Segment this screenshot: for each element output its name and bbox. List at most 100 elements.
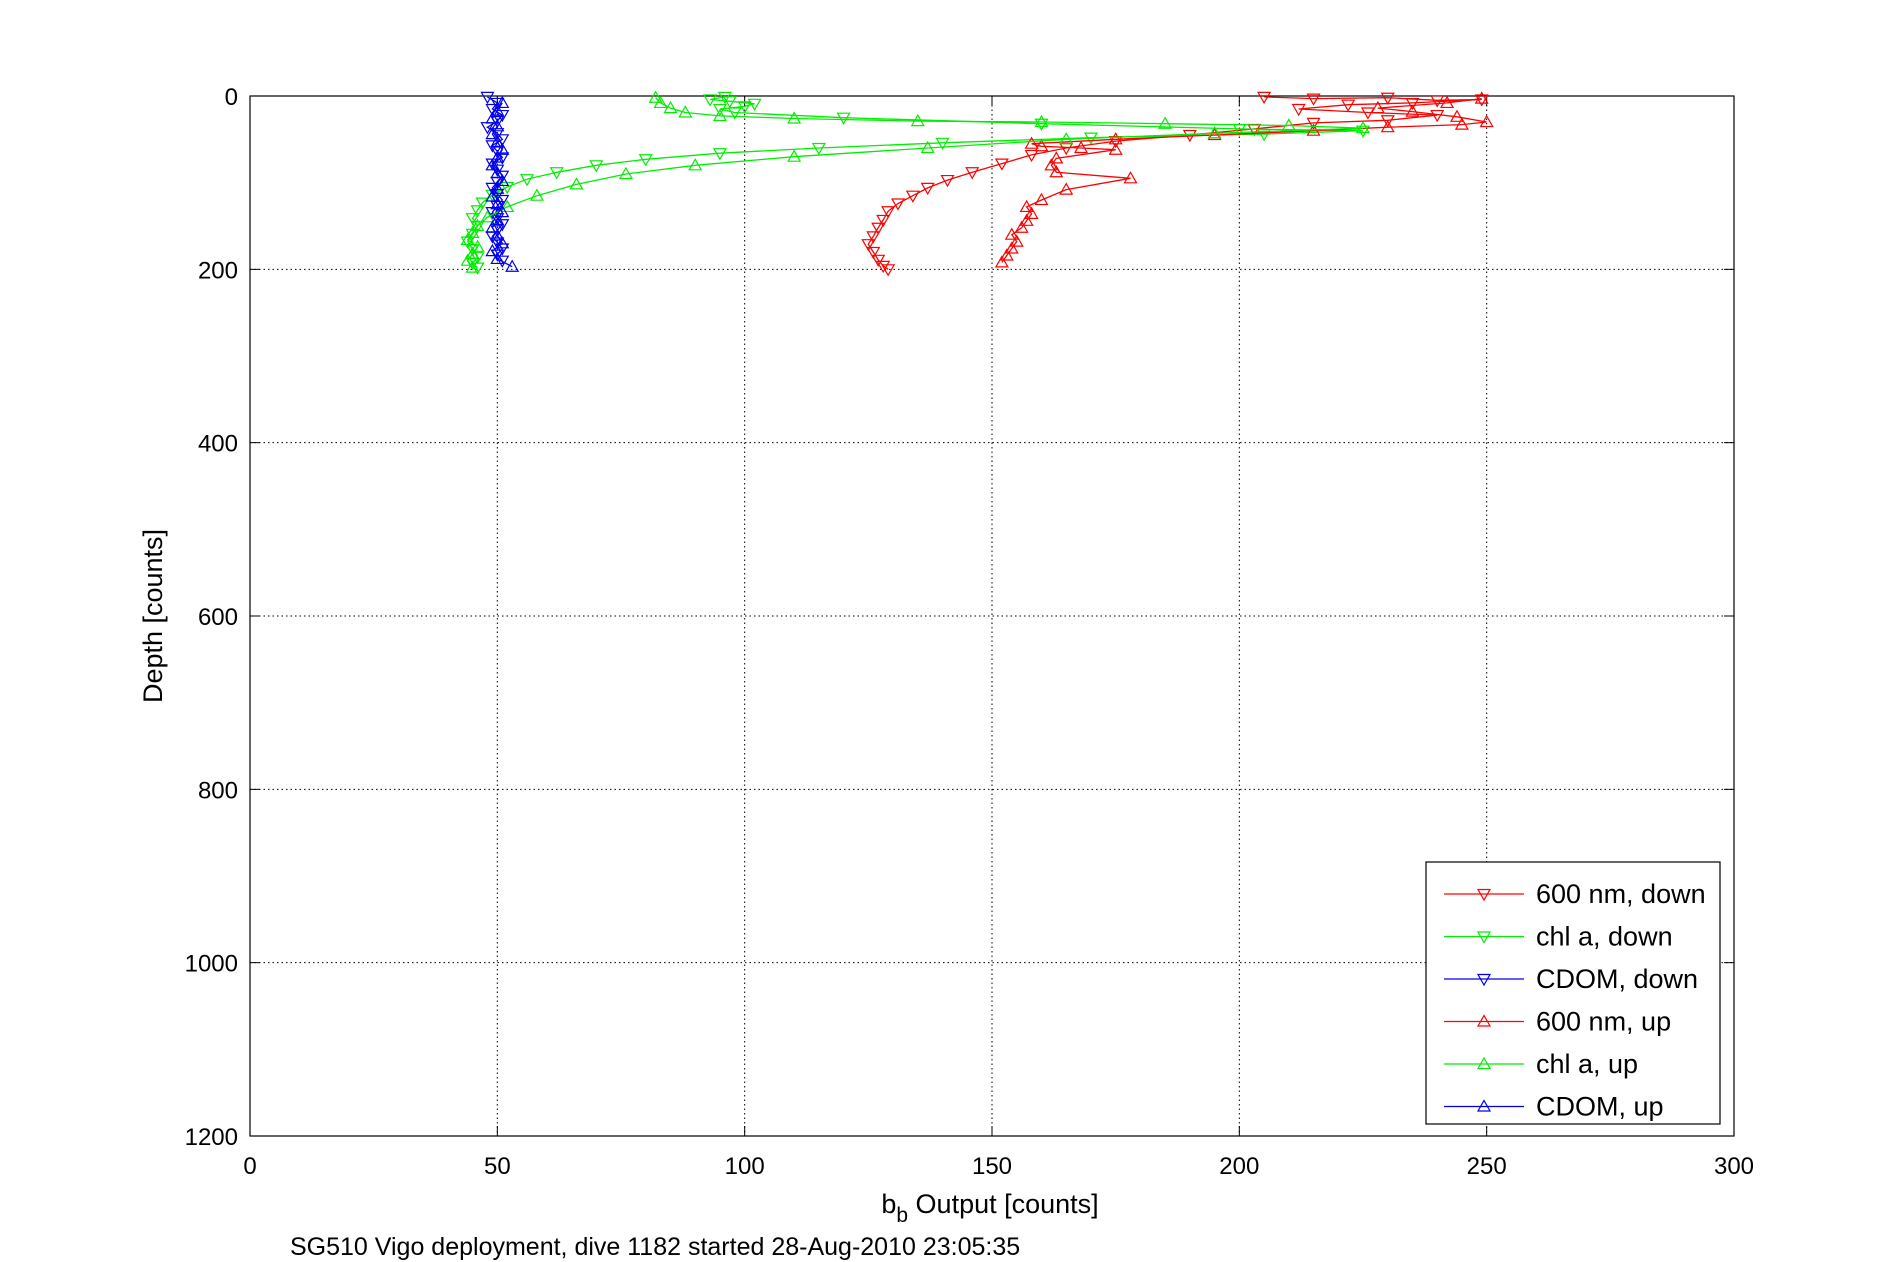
- data-point: [1019, 199, 1034, 213]
- data-point: [712, 148, 727, 161]
- data-point: [495, 236, 510, 249]
- data-point: [490, 119, 505, 132]
- data-point: [470, 239, 485, 252]
- data-point: [485, 220, 500, 233]
- y-axis-label: Depth [counts]: [138, 529, 168, 703]
- data-point: [495, 204, 510, 218]
- legend-marker: [1476, 973, 1492, 987]
- data-point: [1380, 92, 1395, 105]
- x-axis-label: bb Output [counts]: [881, 1189, 1098, 1227]
- data-point: [1108, 132, 1123, 145]
- data-point: [1306, 117, 1321, 131]
- data-point: [1024, 136, 1039, 149]
- data-point: [490, 237, 505, 250]
- x-tick-label: 100: [725, 1153, 765, 1180]
- series-6: [485, 95, 520, 272]
- series-layer: [460, 90, 1494, 277]
- data-point: [861, 239, 876, 252]
- series-4: [994, 91, 1494, 268]
- data-point: [871, 222, 886, 235]
- data-point: [569, 177, 584, 190]
- x-axis-label-subscript: b: [896, 1204, 908, 1227]
- legend-marker: [1476, 1099, 1492, 1112]
- data-point: [529, 188, 544, 201]
- series-line: [1001, 97, 1487, 263]
- data-point: [999, 248, 1014, 261]
- data-point: [1044, 158, 1059, 171]
- data-point: [648, 90, 663, 103]
- x-tick-label: 150: [972, 1153, 1012, 1180]
- data-point: [480, 91, 495, 105]
- data-point: [1291, 103, 1306, 117]
- data-point: [1059, 182, 1074, 195]
- data-point: [787, 111, 802, 124]
- data-point: [712, 108, 727, 122]
- legend-label: 600 nm, up: [1536, 1007, 1671, 1037]
- data-point: [495, 173, 510, 187]
- data-point: [1034, 114, 1049, 128]
- data-point: [1014, 220, 1029, 233]
- x-tick-label: 250: [1467, 1153, 1507, 1180]
- data-point: [1454, 117, 1469, 130]
- legend-marker: [1476, 931, 1492, 944]
- data-point: [910, 113, 925, 127]
- data-point: [747, 98, 762, 112]
- data-point: [920, 182, 935, 196]
- data-point: [490, 228, 505, 241]
- data-point: [485, 158, 500, 171]
- axis-ticks: 0 50 100 150 200 250 300 0 200 400 600 800 1000 1200: [185, 84, 1754, 1180]
- data-point: [1207, 126, 1222, 139]
- data-point: [1370, 100, 1385, 114]
- data-point: [495, 152, 510, 165]
- data-point: [490, 97, 505, 111]
- data-point: [994, 158, 1009, 171]
- data-point: [1380, 115, 1395, 128]
- data-point: [475, 197, 490, 210]
- data-point: [1474, 91, 1489, 104]
- x-tick-label: 0: [243, 1153, 256, 1180]
- data-point: [1019, 213, 1034, 226]
- data-point: [876, 214, 891, 228]
- y-tick-label: 0: [225, 84, 238, 111]
- data-point: [490, 212, 505, 226]
- data-point: [470, 262, 485, 275]
- data-point: [470, 220, 485, 234]
- data-point: [876, 260, 891, 274]
- data-point: [703, 94, 718, 107]
- data-point: [678, 105, 693, 118]
- data-point: [1380, 119, 1395, 133]
- data-point: [1059, 132, 1074, 145]
- data-point: [1449, 109, 1465, 122]
- legend-marker: [1476, 888, 1492, 902]
- y-tick-label: 1200: [185, 1124, 238, 1151]
- data-point: [485, 111, 500, 124]
- data-point: [1281, 118, 1296, 131]
- data-point: [485, 103, 500, 117]
- legend-entry: CDOM, down: [1444, 964, 1698, 994]
- legend-entry: chl a, up: [1444, 1049, 1638, 1079]
- caption: SG510 Vigo deployment, dive 1182 started…: [290, 1233, 1020, 1261]
- data-point: [1405, 97, 1420, 111]
- data-point: [1306, 93, 1321, 106]
- data-point: [836, 112, 851, 125]
- data-point: [866, 231, 881, 244]
- data-point: [490, 134, 505, 148]
- data-point: [935, 137, 950, 151]
- data-point: [1430, 95, 1445, 108]
- data-point: [1158, 116, 1173, 129]
- data-point: [1430, 109, 1445, 123]
- data-point: [465, 225, 480, 239]
- data-point: [490, 165, 505, 179]
- data-point: [500, 199, 515, 213]
- legend-label: chl a, up: [1536, 1049, 1638, 1079]
- legend-entry: CDOM, up: [1444, 1092, 1664, 1122]
- data-point: [1034, 139, 1049, 152]
- data-point: [1009, 234, 1024, 247]
- x-tick-label: 50: [484, 1153, 511, 1180]
- data-point: [881, 264, 896, 277]
- data-point: [485, 189, 500, 202]
- legend-marker: [1476, 1056, 1492, 1070]
- data-point: [495, 95, 510, 109]
- data-point: [465, 246, 480, 259]
- data-point: [485, 182, 500, 196]
